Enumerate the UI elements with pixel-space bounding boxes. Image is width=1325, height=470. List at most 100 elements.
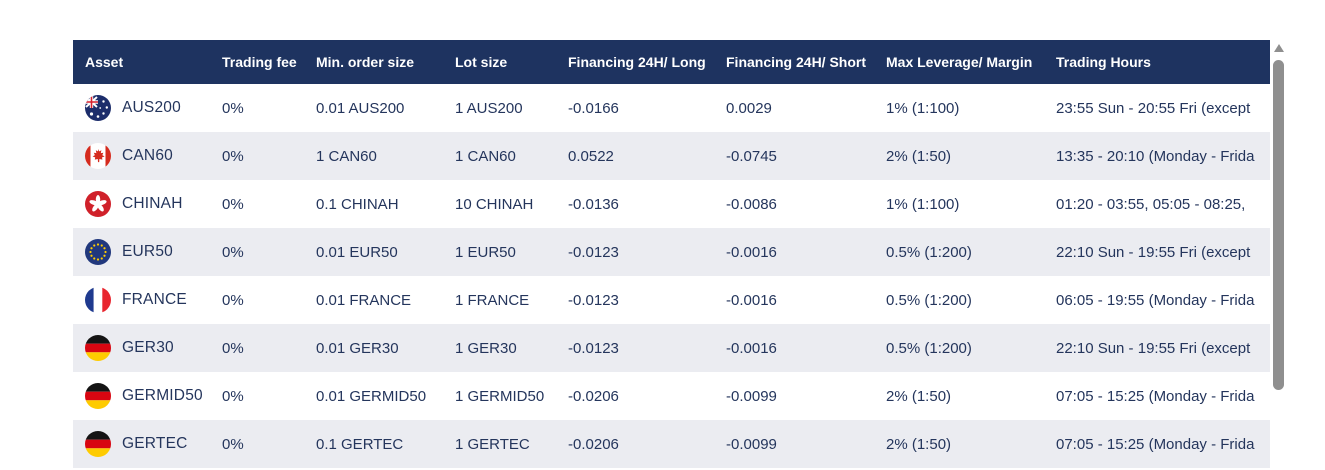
fin_short-cell: -0.0099 <box>726 387 777 405</box>
fin_short-cell: -0.0016 <box>714 228 874 276</box>
table-row-ger30[interactable]: GER30 0% 0.01 GER30 1 GER30 -0.0123 -0.0016 0.… <box>73 324 1270 372</box>
min_order-cell: 0.01 FRANCE <box>316 291 412 309</box>
fin_long-cell: -0.0206 <box>556 420 714 468</box>
asset-name: CAN60 <box>122 147 173 164</box>
asset-name: GER30 <box>122 339 174 356</box>
fin_long-cell: -0.0123 <box>556 228 714 276</box>
asset-name: CHINAH <box>122 195 183 212</box>
leverage-cell: 2% (1:50) <box>874 420 1044 468</box>
min_order-cell: 0.01 GERMID50 <box>316 387 427 405</box>
hours-cell: 01:20 - 03:55, 05:05 - 08:25, <box>1056 195 1246 213</box>
lot-cell: 1 GERMID50 <box>455 387 545 405</box>
flag-germany-icon <box>85 335 111 361</box>
lot-cell: 1 EUR50 <box>443 228 556 276</box>
fin_short-cell: -0.0745 <box>714 132 874 180</box>
fee-cell: 0% <box>210 420 304 468</box>
hours-cell: 06:05 - 19:55 (Monday - Frida <box>1056 291 1255 309</box>
lot-cell: 10 CHINAH <box>455 195 534 213</box>
fee-cell: 0% <box>222 195 244 213</box>
flag-germany-icon <box>85 383 111 409</box>
asset-name: GERMID50 <box>122 387 203 404</box>
instruments-table: Asset Trading fee Min. order size Lot size F… <box>73 40 1270 468</box>
asset-cell: CAN60 <box>73 132 210 180</box>
leverage-cell: 1% (1:100) <box>886 195 960 213</box>
fin_short-cell: -0.0016 <box>714 324 874 372</box>
leverage-cell: 0.5% (1:200) <box>886 291 972 309</box>
min_order-cell: 0.01 GER30 <box>304 324 443 372</box>
table-header-row: Asset Trading fee Min. order size Lot size F… <box>73 40 1270 84</box>
lot-cell: 1 FRANCE <box>455 291 530 309</box>
fin_long-cell: 0.0522 <box>556 132 714 180</box>
asset-name: GERTEC <box>122 435 188 452</box>
column-header-lot: Lot size <box>443 40 556 84</box>
hours-cell: 07:05 - 15:25 (Monday - Frida <box>1044 420 1270 468</box>
asset-name: AUS200 <box>122 99 181 116</box>
asset-cell: CHINAH <box>73 180 210 228</box>
column-header-min_order: Min. order size <box>304 40 443 84</box>
table-row-france[interactable]: FRANCE 0% 0.01 FRANCE 1 FRANCE -0.0123 -0.001… <box>73 276 1270 324</box>
asset-name: FRANCE <box>122 291 187 308</box>
column-header-fin_long: Financing 24H/ Long <box>556 40 714 84</box>
table-row-gertec[interactable]: GERTEC 0% 0.1 GERTEC 1 GERTEC -0.0206 -0.0099… <box>73 420 1270 468</box>
fin_short-cell: -0.0099 <box>714 420 874 468</box>
asset-cell: AUS200 <box>73 84 210 132</box>
lot-cell: 1 CAN60 <box>443 132 556 180</box>
asset-name: EUR50 <box>122 243 173 260</box>
lot-cell: 1 GERTEC <box>443 420 556 468</box>
fee-cell: 0% <box>222 291 244 309</box>
column-header-fin_short: Financing 24H/ Short <box>714 40 874 84</box>
asset-cell: GERMID50 <box>73 372 210 420</box>
table-row-germid50[interactable]: GERMID50 0% 0.01 GERMID50 1 GERMID50 -0.0206… <box>73 372 1270 420</box>
scrollbar-up-arrow-icon[interactable] <box>1273 44 1284 52</box>
asset-cell: FRANCE <box>73 276 210 324</box>
hours-cell: 22:10 Sun - 19:55 Fri (except <box>1044 228 1270 276</box>
hours-cell: 13:35 - 20:10 (Monday - Frida <box>1044 132 1270 180</box>
flag-germany-icon <box>85 431 111 457</box>
fee-cell: 0% <box>222 387 244 405</box>
lot-cell: 1 AUS200 <box>455 99 523 117</box>
fee-cell: 0% <box>210 132 304 180</box>
column-header-fee: Trading fee <box>210 40 304 84</box>
hours-cell: 07:05 - 15:25 (Monday - Frida <box>1056 387 1255 405</box>
leverage-cell: 0.5% (1:200) <box>874 324 1044 372</box>
leverage-cell: 2% (1:50) <box>874 132 1044 180</box>
table-row-aus200[interactable]: AUS200 0% 0.01 AUS200 1 AUS200 -0.0166 0.0029… <box>73 84 1270 132</box>
instruments-table-scroll-area[interactable]: Asset Trading fee Min. order size Lot size F… <box>73 40 1270 470</box>
fin_long-cell: -0.0123 <box>568 291 619 309</box>
asset-cell: GERTEC <box>73 420 210 468</box>
leverage-cell: 1% (1:100) <box>886 99 960 117</box>
fin_long-cell: -0.0166 <box>568 99 619 117</box>
table-row-eur50[interactable]: EUR50 0% 0.01 EUR50 1 EUR50 -0.0123 -0.0016 0.… <box>73 228 1270 276</box>
fin_short-cell: 0.0029 <box>726 99 772 117</box>
flag-australia-icon <box>85 95 111 121</box>
lot-cell: 1 GER30 <box>443 324 556 372</box>
column-header-hours: Trading Hours <box>1044 40 1270 84</box>
min_order-cell: 0.1 GERTEC <box>304 420 443 468</box>
table-row-can60[interactable]: CAN60 0% 1 CAN60 1 CAN60 0.0522 -0.0745 2% (1:… <box>73 132 1270 180</box>
table-body: AUS200 0% 0.01 AUS200 1 AUS200 -0.0166 0.0029… <box>73 84 1270 468</box>
table-row-chinah[interactable]: CHINAH 0% 0.1 CHINAH 10 CHINAH -0.0136 -0.008… <box>73 180 1270 228</box>
flag-canada-icon <box>85 143 111 169</box>
asset-cell: GER30 <box>73 324 210 372</box>
scrollbar-thumb[interactable] <box>1273 60 1284 390</box>
hours-cell: 23:55 Sun - 20:55 Fri (except <box>1056 99 1251 117</box>
table-header: Asset Trading fee Min. order size Lot size F… <box>73 40 1270 84</box>
fee-cell: 0% <box>222 99 244 117</box>
fin_long-cell: -0.0123 <box>556 324 714 372</box>
fee-cell: 0% <box>210 324 304 372</box>
flag-hongkong-icon <box>85 191 111 217</box>
fin_short-cell: -0.0016 <box>726 291 777 309</box>
vertical-scrollbar[interactable] <box>1272 40 1285 466</box>
min_order-cell: 0.1 CHINAH <box>316 195 399 213</box>
flag-eu-icon <box>85 239 111 265</box>
flag-france-icon <box>85 287 111 313</box>
fin_short-cell: -0.0086 <box>726 195 777 213</box>
asset-cell: EUR50 <box>73 228 210 276</box>
column-header-leverage: Max Leverage/ Margin <box>874 40 1044 84</box>
fin_long-cell: -0.0136 <box>568 195 619 213</box>
fin_long-cell: -0.0206 <box>568 387 619 405</box>
column-header-asset: Asset <box>73 40 210 84</box>
hours-cell: 22:10 Sun - 19:55 Fri (except <box>1044 324 1270 372</box>
leverage-cell: 0.5% (1:200) <box>874 228 1044 276</box>
